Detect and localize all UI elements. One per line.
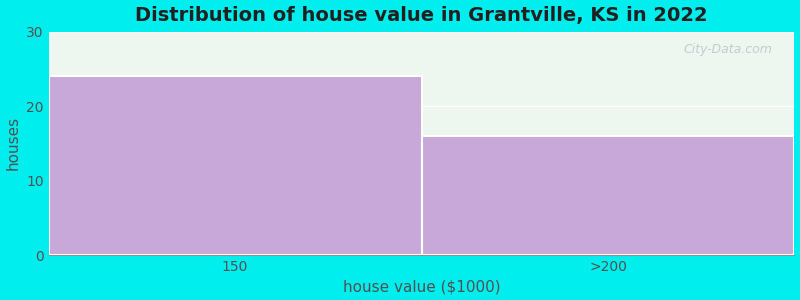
Bar [422,136,794,255]
Text: City-Data.com: City-Data.com [683,43,772,56]
Y-axis label: houses: houses [6,116,21,170]
X-axis label: house value ($1000): house value ($1000) [342,279,500,294]
Title: Distribution of house value in Grantville, KS in 2022: Distribution of house value in Grantvill… [135,6,708,25]
Bar [49,76,422,255]
